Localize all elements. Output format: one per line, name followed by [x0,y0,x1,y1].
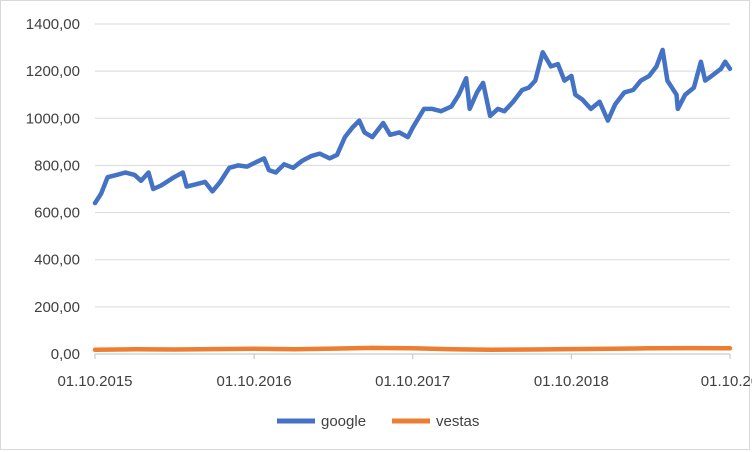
x-tick-label: 01.10.2015 [57,373,132,390]
y-tick-label: 800,00 [34,157,80,174]
grid-lines [95,23,730,308]
y-tick-label: 0,00 [51,346,80,363]
y-tick-label: 1000,00 [26,110,80,127]
legend-label-vestas: vestas [436,413,479,430]
y-tick-label: 200,00 [34,299,80,316]
series-line-vestas [92,345,733,353]
legend: google vestas [277,413,479,430]
x-axis-ticks: 01.10.2015 01.10.2016 01.10.2017 01.10.2018… [57,354,752,390]
y-tick-label: 1400,00 [26,16,80,33]
x-tick-label: 01.10.2017 [375,373,450,390]
x-tick-label: 01.10.2018 [534,373,609,390]
y-tick-label: 600,00 [34,205,80,222]
x-tick-label: 01.10.2016 [217,373,292,390]
y-axis-ticks: 0,00 200,00 400,00 600,00 800,00 1000,00 1200,… [26,16,80,363]
legend-label-google: google [321,413,366,430]
x-tick-label: 01.10.20 [701,373,752,390]
series-lines [92,47,733,353]
y-tick-label: 1200,00 [26,63,80,80]
y-tick-label: 400,00 [34,252,80,269]
series-line-google [92,47,733,206]
